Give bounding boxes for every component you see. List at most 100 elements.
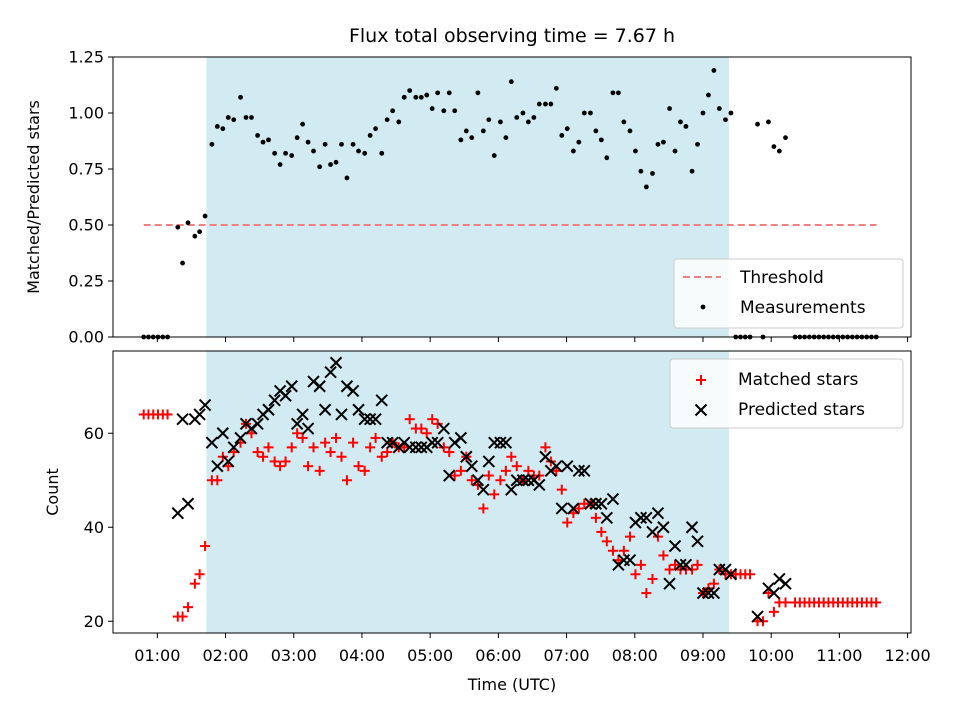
measurement-point bbox=[723, 117, 728, 123]
bottom-y-ticks: 20 40 60 bbox=[84, 424, 113, 631]
matched-star-marker bbox=[483, 470, 494, 481]
predicted-star-marker bbox=[696, 586, 710, 600]
measurement-point bbox=[576, 139, 582, 145]
matched-star-marker bbox=[692, 559, 703, 570]
predicted-star-marker bbox=[555, 502, 568, 515]
predicted-star-marker bbox=[290, 417, 304, 431]
matched-star-marker bbox=[449, 470, 460, 481]
bottom-observing-window-band bbox=[206, 351, 729, 633]
predicted-star-marker bbox=[589, 497, 603, 510]
bottom-x-ticks: 01:00 02:00 03:00 04:00 05:00 06:00 07:00 08:00… bbox=[134, 633, 931, 665]
measurement-point bbox=[305, 139, 311, 145]
top-y-ticks: 0.00 0.25 0.50 0.75 1.00 1.25 bbox=[68, 48, 113, 347]
predicted-star-marker bbox=[443, 469, 456, 482]
predicted-star-marker bbox=[623, 553, 637, 567]
matched-star-marker bbox=[212, 475, 223, 486]
matched-star-marker bbox=[647, 573, 658, 584]
bottom-y-axis-label: Count bbox=[43, 468, 62, 516]
measurement-point bbox=[503, 135, 509, 141]
measurement-point bbox=[289, 153, 295, 158]
matched-star-marker bbox=[183, 602, 194, 613]
predicted-star-marker bbox=[198, 398, 212, 412]
predicted-star-marker bbox=[415, 441, 428, 454]
predicted-star-marker bbox=[634, 511, 648, 525]
measurement-point bbox=[277, 162, 283, 167]
measurement-point bbox=[418, 94, 424, 100]
chart-title: Flux total observing time = 7.67 h bbox=[349, 25, 675, 47]
matched-star-marker bbox=[607, 545, 618, 556]
measurement-point bbox=[655, 141, 661, 147]
measurement-point bbox=[339, 141, 344, 147]
measurement-point bbox=[469, 135, 475, 141]
predicted-star-marker bbox=[296, 408, 309, 421]
matched-star-marker bbox=[624, 531, 635, 542]
matched-star-marker bbox=[466, 475, 477, 486]
predicted-star-marker bbox=[285, 380, 298, 393]
matched-star-marker bbox=[670, 559, 681, 570]
predicted-star-marker bbox=[431, 436, 444, 449]
predicted-star-marker bbox=[386, 436, 399, 449]
measurement-point bbox=[362, 150, 368, 156]
matched-star-marker bbox=[269, 456, 280, 467]
matched-star-marker bbox=[421, 428, 432, 439]
measurement-point bbox=[463, 128, 469, 134]
measurement-point bbox=[480, 128, 486, 134]
bottom-x-tick-label: 02:00 bbox=[202, 646, 248, 665]
measurement-point bbox=[356, 148, 361, 154]
measurement-point bbox=[249, 115, 254, 120]
top-y-tick-label: 0.75 bbox=[68, 160, 104, 179]
predicted-star-marker bbox=[522, 474, 535, 487]
matched-star-marker bbox=[556, 484, 567, 495]
predicted-star-marker bbox=[171, 506, 185, 520]
measurement-point bbox=[559, 133, 565, 138]
matched-star-marker bbox=[341, 475, 352, 486]
bottom-x-tick-label: 07:00 bbox=[544, 646, 590, 665]
predicted-star-marker bbox=[499, 436, 513, 449]
measurement-point bbox=[379, 150, 385, 156]
measurement-point bbox=[238, 94, 243, 100]
measurement-point bbox=[384, 117, 390, 123]
measurement-point bbox=[525, 119, 531, 125]
top-observing-window-band bbox=[206, 57, 729, 337]
matched-star-marker bbox=[573, 503, 584, 514]
legend-threshold-label: Threshold bbox=[739, 268, 824, 288]
measurement-point bbox=[486, 117, 492, 123]
measurement-point bbox=[220, 126, 226, 132]
predicted-star-marker bbox=[767, 586, 781, 600]
measurement-point bbox=[491, 153, 497, 158]
measurement-point bbox=[350, 141, 356, 147]
matched-star-marker bbox=[687, 564, 698, 575]
measurement-point bbox=[498, 119, 503, 125]
measurement-point bbox=[570, 148, 576, 154]
matched-star-marker bbox=[708, 578, 719, 589]
measurement-point bbox=[294, 135, 300, 141]
measurement-point bbox=[581, 110, 587, 116]
predicted-star-marker bbox=[465, 459, 478, 473]
matched-star-marker bbox=[359, 465, 370, 476]
matched-star-marker bbox=[540, 442, 551, 453]
measurement-point bbox=[520, 110, 526, 116]
measurement-point bbox=[180, 260, 185, 266]
measurement-point bbox=[616, 90, 621, 96]
predicted-star-markers bbox=[171, 356, 792, 623]
predicted-star-marker bbox=[211, 459, 224, 473]
measurement-point bbox=[716, 106, 722, 111]
measurement-point bbox=[536, 101, 542, 107]
matched-star-marker bbox=[252, 447, 263, 458]
predicted-star-marker bbox=[262, 403, 275, 416]
predicted-star-marker bbox=[572, 464, 586, 478]
predicted-star-marker bbox=[505, 483, 518, 496]
measurement-point bbox=[776, 148, 782, 154]
matched-star-marker bbox=[601, 536, 612, 547]
measurement-point bbox=[214, 124, 220, 129]
predicted-star-marker bbox=[329, 356, 343, 369]
measurement-point bbox=[588, 110, 593, 116]
matched-star-marker bbox=[303, 461, 314, 472]
predicted-star-marker bbox=[340, 380, 354, 393]
predicted-star-marker bbox=[657, 521, 670, 534]
measurement-point bbox=[192, 233, 198, 239]
predicted-star-marker bbox=[646, 525, 659, 539]
measurement-point bbox=[344, 175, 350, 181]
legend-matched-marker bbox=[696, 375, 706, 385]
bottom-x-tick-label: 06:00 bbox=[475, 646, 521, 665]
